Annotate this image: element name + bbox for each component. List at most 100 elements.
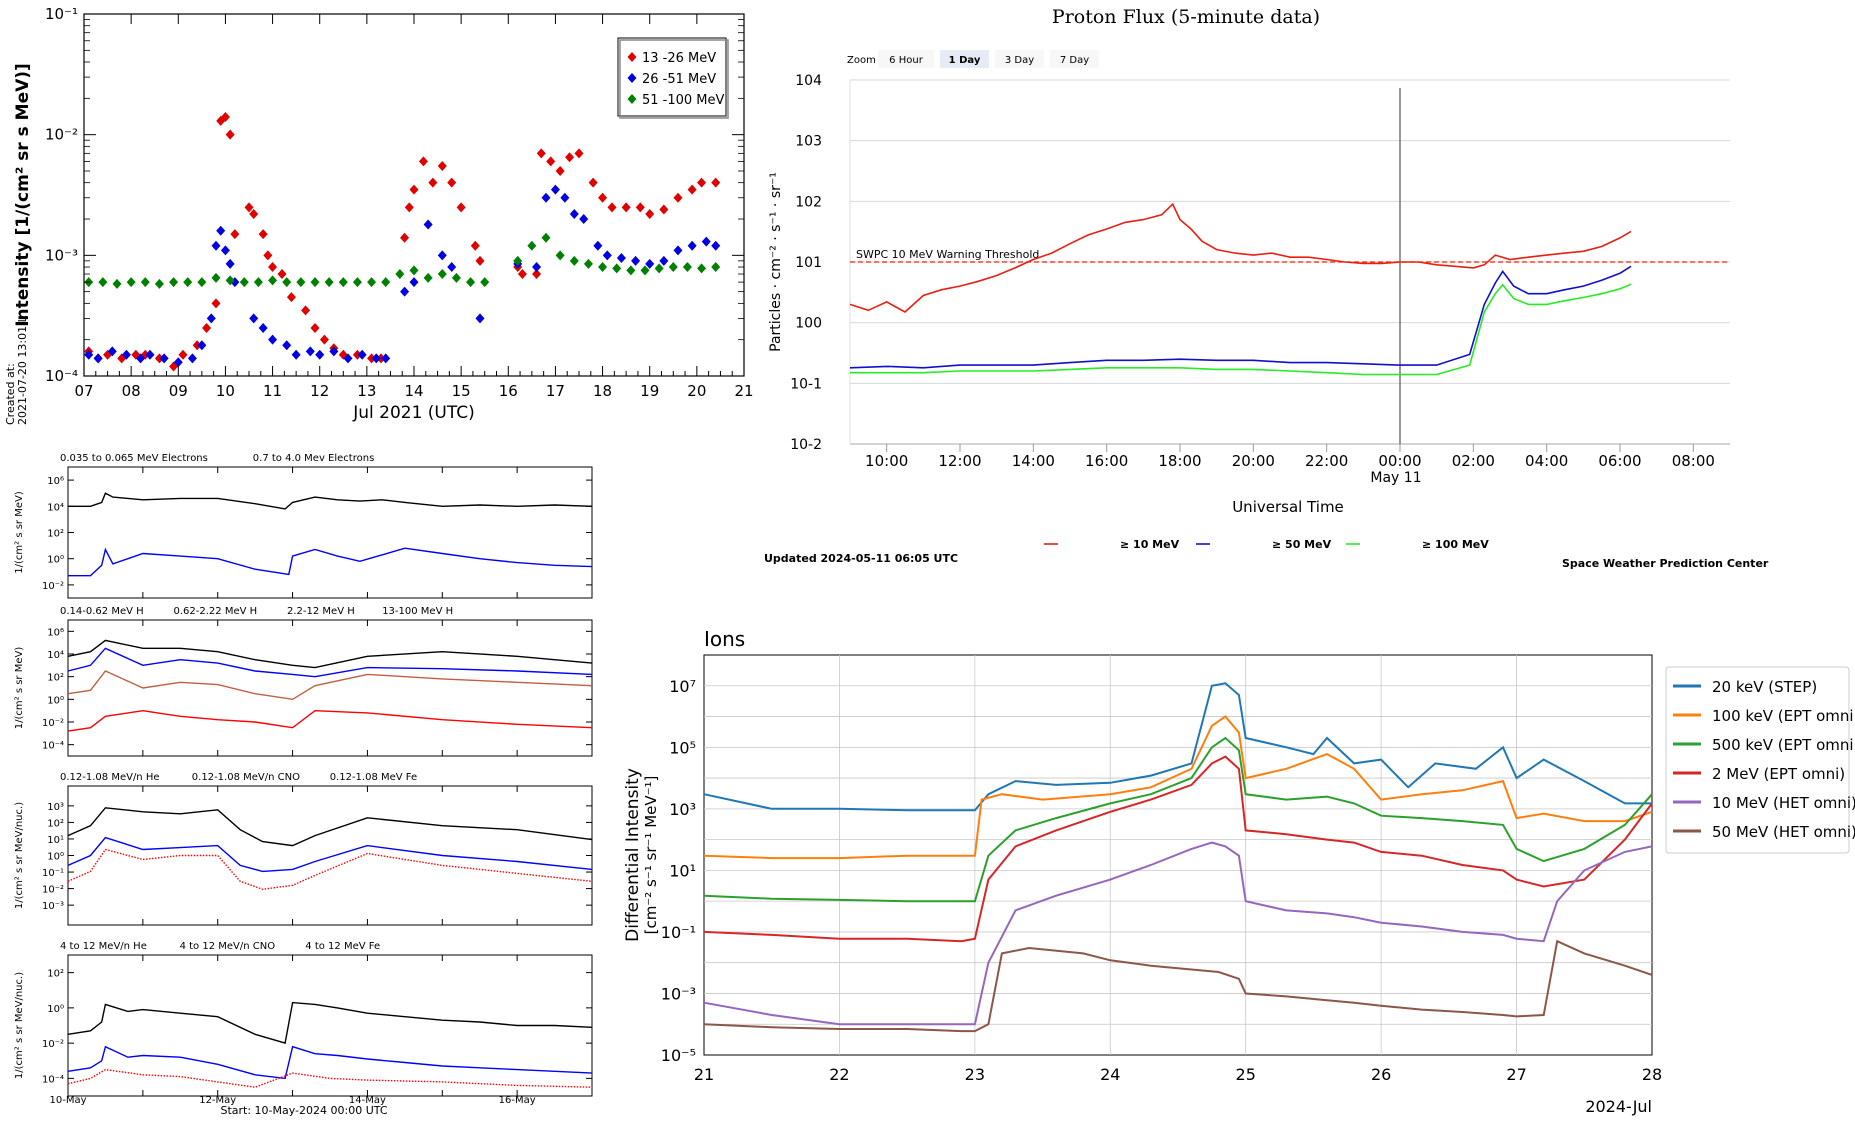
chart-a-point-26-51-mev — [437, 250, 447, 261]
chart-a-point-51-100-mev — [169, 277, 179, 288]
chart-a-point-51-100-mev — [437, 269, 447, 280]
chart-a-point-26-51-mev — [121, 349, 131, 360]
chart-a-point-13-26-mev — [697, 177, 707, 188]
chart-a-point-13-26-mev — [376, 353, 386, 364]
zoom-button-7-day[interactable] — [1050, 50, 1099, 68]
chart-c-xtick-label: 16-May — [499, 1095, 536, 1106]
chart-b-xlabel: Universal Time — [1232, 498, 1344, 516]
chart-a-point-13-26-mev — [598, 192, 608, 203]
chart-b-legend: ≥ 10 MeV ≥ 50 MeV ≥ 100 MeV — [1044, 538, 1489, 551]
chart-c-legend-label: 0.12-1.08 MeV/n He — [60, 772, 160, 783]
chart-d-ytick-label: 10³ — [669, 800, 696, 819]
chart-c-ylabel: 1/(cm² s sr MeV/nuc.) — [14, 802, 25, 909]
chart-d-xtick-label: 21 — [694, 1065, 714, 1084]
chart-a-point-51-100-mev — [282, 277, 292, 288]
chart-a-point-26-51-mev — [315, 349, 325, 360]
chart-b-xtick-label: 08:00 — [1672, 452, 1715, 470]
zoom-button-label[interactable]: 1 Day — [949, 55, 981, 66]
chart-a-point-26-51-mev — [381, 353, 391, 364]
zoom-button-6-hour[interactable] — [878, 50, 934, 68]
chart-c-ytick-label: 10¹ — [47, 835, 64, 846]
chart-a-point-51-100-mev — [451, 272, 461, 283]
chart-a-point-51-100-mev — [225, 275, 235, 286]
chart-b-ticks: 104 103 102 101 100 10-1 10-2 10:00 12:00 14:00 16… — [790, 73, 1715, 470]
chart-a-point-51-100-mev — [569, 255, 579, 266]
chart-b-xtick-label: 16:00 — [1085, 452, 1128, 470]
chart-c-xtick-label: 10-May — [49, 1095, 86, 1106]
chart-b: Proton Flux (5-minute data) Zoom 6 Hour 1… — [764, 6, 1769, 570]
chart-c-panel-frame — [67, 466, 593, 599]
chart-a-point-13-26-mev — [404, 202, 414, 213]
chart-a-xtick-label: 16 — [499, 382, 518, 400]
chart-c-legend-label: 0.14-0.62 MeV H — [60, 606, 144, 617]
chart-a-xtick-label: 08 — [122, 382, 141, 400]
chart-c-series-4-to-12-mev-n-cno — [67, 1045, 593, 1080]
chart-a-point-51-100-mev — [268, 275, 278, 286]
chart-a-point-51-100-mev — [409, 265, 419, 276]
chart-b-legend-label: ≥ 10 MeV — [1120, 538, 1180, 551]
chart-a-point-26-51-mev — [423, 219, 433, 230]
chart-a-point-26-51-mev — [329, 346, 339, 357]
chart-a-point-26-51-mev — [107, 346, 117, 357]
chart-b-legend-label: ≥ 50 MeV — [1272, 538, 1332, 551]
chart-c-legend-label: 4 to 12 MeV Fe — [305, 941, 380, 952]
chart-c-ytick-label: 10⁻³ — [42, 901, 64, 912]
chart-c-legend-label: 13-100 MeV H — [382, 606, 453, 617]
zoom-button-label[interactable]: 7 Day — [1060, 55, 1089, 66]
chart-a-point-26-51-mev — [187, 353, 197, 364]
chart-a-point-51-100-mev — [527, 240, 537, 251]
chart-b-ytick-label: 100 — [795, 316, 822, 332]
chart-a-point-13-26-mev — [154, 353, 164, 364]
chart-a-point-26-51-mev — [282, 340, 292, 351]
chart-a-point-13-26-mev — [588, 177, 598, 188]
chart-a-point-26-51-mev — [616, 253, 626, 264]
chart-a-xtick-label: 12 — [310, 382, 329, 400]
chart-a-marks — [84, 112, 721, 372]
chart-b-threshold-label: SWPC 10 MeV Warning Threshold — [856, 248, 1039, 261]
chart-b-ytick-label: 103 — [795, 134, 822, 150]
chart-b-xtick-label: 06:00 — [1598, 452, 1641, 470]
chart-a-point-26-51-mev — [211, 240, 221, 251]
chart-c-legend-label: 4 to 12 MeV/n He — [60, 941, 147, 952]
chart-a-xtick-label: 20 — [687, 382, 706, 400]
chart-a-point-51-100-mev — [682, 262, 692, 273]
chart-d-series-10-mev-het-omni — [703, 841, 1653, 1026]
chart-a-point-26-51-mev — [541, 192, 551, 203]
chart-c-ylabel: 1/(cm² s sr MeV) — [14, 647, 25, 730]
chart-c-ylabel: 1/(cm² s sr MeV) — [14, 491, 25, 574]
chart-a-point-26-51-mev — [593, 240, 603, 251]
chart-a-point-26-51-mev — [447, 262, 457, 273]
chart-a-point-13-26-mev — [225, 129, 235, 140]
chart-c-ytick-label: 10² — [47, 529, 64, 540]
zoom-label: Zoom — [847, 55, 876, 66]
chart-a-point-13-26-mev — [447, 177, 457, 188]
chart-c-ytick-label: 10⁻² — [42, 581, 64, 592]
chart-a-point-13-26-mev — [532, 269, 542, 280]
chart-a-point-51-100-mev — [211, 272, 221, 283]
chart-a-point-51-100-mev — [423, 272, 433, 283]
chart-a-point-51-100-mev — [140, 277, 150, 288]
chart-c-xticks: 10-May 12-May 14-May 16-May — [49, 1095, 535, 1106]
chart-a-point-13-26-mev — [470, 240, 480, 251]
chart-a-point-51-100-mev — [466, 277, 476, 288]
chart-b-xtick-label: 10:00 — [865, 452, 908, 470]
chart-c-ytick-label: 10⁰ — [47, 695, 64, 706]
zoom-button-3-day[interactable] — [995, 50, 1044, 68]
chart-a-point-13-26-mev — [659, 204, 669, 215]
chart-d-ytick-label: 10⁻⁵ — [661, 1046, 696, 1065]
zoom-button-1-day[interactable] — [940, 50, 989, 68]
chart-a-xtick-label: 15 — [452, 382, 471, 400]
chart-b-series-50-mev — [849, 265, 1632, 369]
zoom-button-label[interactable]: 6 Hour — [889, 55, 924, 66]
chart-b-date-label: May 11 — [1370, 470, 1421, 486]
chart-b-series-100-mev — [850, 283, 1632, 376]
chart-a-point-26-51-mev — [371, 353, 381, 364]
zoom-button-label[interactable]: 3 Day — [1005, 55, 1034, 66]
chart-d-series-100-kev-ept-omni — [703, 715, 1653, 860]
chart-a: 07 08 09 10 11 12 13 14 15 16 17 18 19 20 21 10⁻⁴ 10⁻³ 10… — [4, 5, 754, 425]
chart-a-point-26-51-mev — [560, 192, 570, 203]
chart-a-legend-label: 13 -26 MeV — [642, 51, 716, 66]
chart-a-point-51-100-mev — [654, 263, 664, 274]
chart-d-series-500-kev-ept-omni — [703, 736, 1653, 903]
chart-d-xtick-label: 24 — [1100, 1065, 1120, 1084]
